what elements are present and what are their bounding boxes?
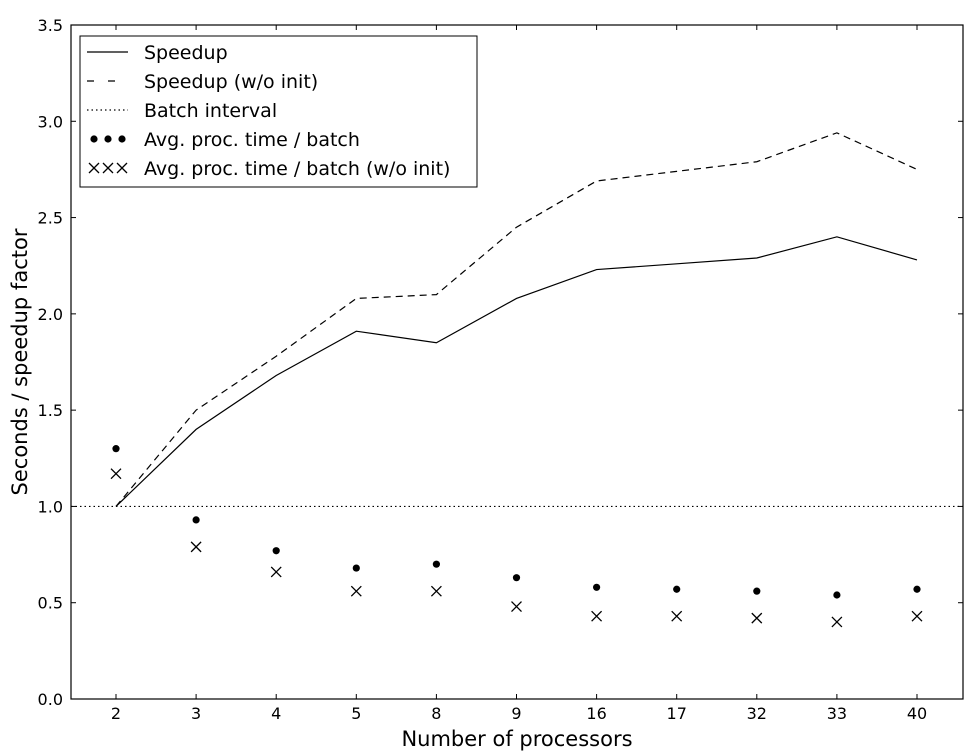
legend-label: Speedup [144, 42, 228, 64]
y-tick-label: 2.0 [38, 305, 63, 324]
series-0 [115, 236, 918, 507]
x-tick-label: 33 [827, 704, 847, 723]
series-layer [71, 132, 963, 628]
data-point [112, 445, 120, 453]
data-point [913, 585, 921, 593]
data-point [511, 601, 522, 613]
data-point [911, 610, 923, 622]
data-point [512, 574, 521, 582]
x-tick-label: 9 [511, 704, 521, 723]
x-tick-label: 4 [271, 704, 281, 723]
data-point [753, 587, 761, 595]
legend-label: Batch interval [144, 100, 277, 122]
y-axis: 0.0 0.5 1.0 1.5 2.0 2.5 3.0 3.5 [38, 16, 963, 709]
legend-label: Avg. proc. time / batch [144, 129, 360, 151]
data-point [751, 612, 763, 624]
y-tick-label: 1.5 [38, 401, 63, 420]
data-point [671, 610, 683, 622]
x-tick-label: 16 [586, 704, 606, 723]
legend-item-0: Speedup [87, 42, 228, 64]
data-point [350, 585, 362, 597]
x-axis: 2 3 4 5 8 9 16 17 32 33 40 [111, 25, 927, 723]
legend-label: Speedup (w/o init) [144, 71, 318, 93]
data-point [192, 516, 200, 524]
legend-item-4: Avg. proc. time / batch (w/o init) [88, 158, 450, 180]
y-tick-label: 0.0 [38, 690, 63, 709]
y-tick-label: 3.5 [38, 16, 63, 35]
data-point [591, 610, 603, 622]
y-tick-label: 3.0 [38, 112, 63, 131]
series-4 [110, 468, 923, 628]
series-line [115, 236, 918, 507]
x-tick-label: 2 [111, 704, 121, 723]
data-point [673, 585, 681, 593]
data-point [272, 547, 280, 555]
legend-swatch [102, 162, 114, 174]
y-tick-label: 2.5 [38, 209, 63, 228]
series-1 [115, 132, 918, 507]
x-tick-label: 8 [431, 704, 441, 723]
data-point [110, 468, 122, 480]
y-axis-label: Seconds / speedup factor [8, 228, 32, 495]
x-tick-label: 3 [191, 704, 201, 723]
data-point [430, 585, 442, 597]
legend-swatch [104, 135, 112, 143]
legend-label: Avg. proc. time / batch (w/o init) [144, 158, 450, 180]
series-3 [112, 445, 921, 599]
legend-swatch [116, 162, 128, 174]
data-point [352, 564, 360, 572]
x-tick-label: 32 [747, 704, 767, 723]
legend-swatch [88, 162, 100, 174]
legend-swatch [118, 135, 126, 143]
legend-item-2: Batch interval [87, 100, 277, 122]
x-axis-label: Number of processors [401, 727, 632, 751]
data-point [831, 616, 843, 628]
data-point [593, 583, 601, 591]
data-point [833, 591, 841, 599]
data-point [270, 566, 282, 578]
legend-box [79, 35, 478, 188]
x-tick-label: 40 [907, 704, 927, 723]
data-point [432, 560, 440, 568]
x-tick-label: 5 [351, 704, 361, 723]
x-tick-label: 17 [667, 704, 687, 723]
legend-item-3: Avg. proc. time / batch [90, 129, 360, 151]
data-point [190, 541, 202, 553]
legend: Speedup Speedup (w/o init) Batch interval A… [79, 35, 478, 188]
legend-swatch [90, 135, 98, 143]
legend-item-1: Speedup (w/o init) [87, 71, 318, 93]
y-tick-label: 0.5 [38, 594, 63, 613]
series-line [115, 132, 918, 507]
y-tick-label: 1.0 [38, 497, 63, 516]
